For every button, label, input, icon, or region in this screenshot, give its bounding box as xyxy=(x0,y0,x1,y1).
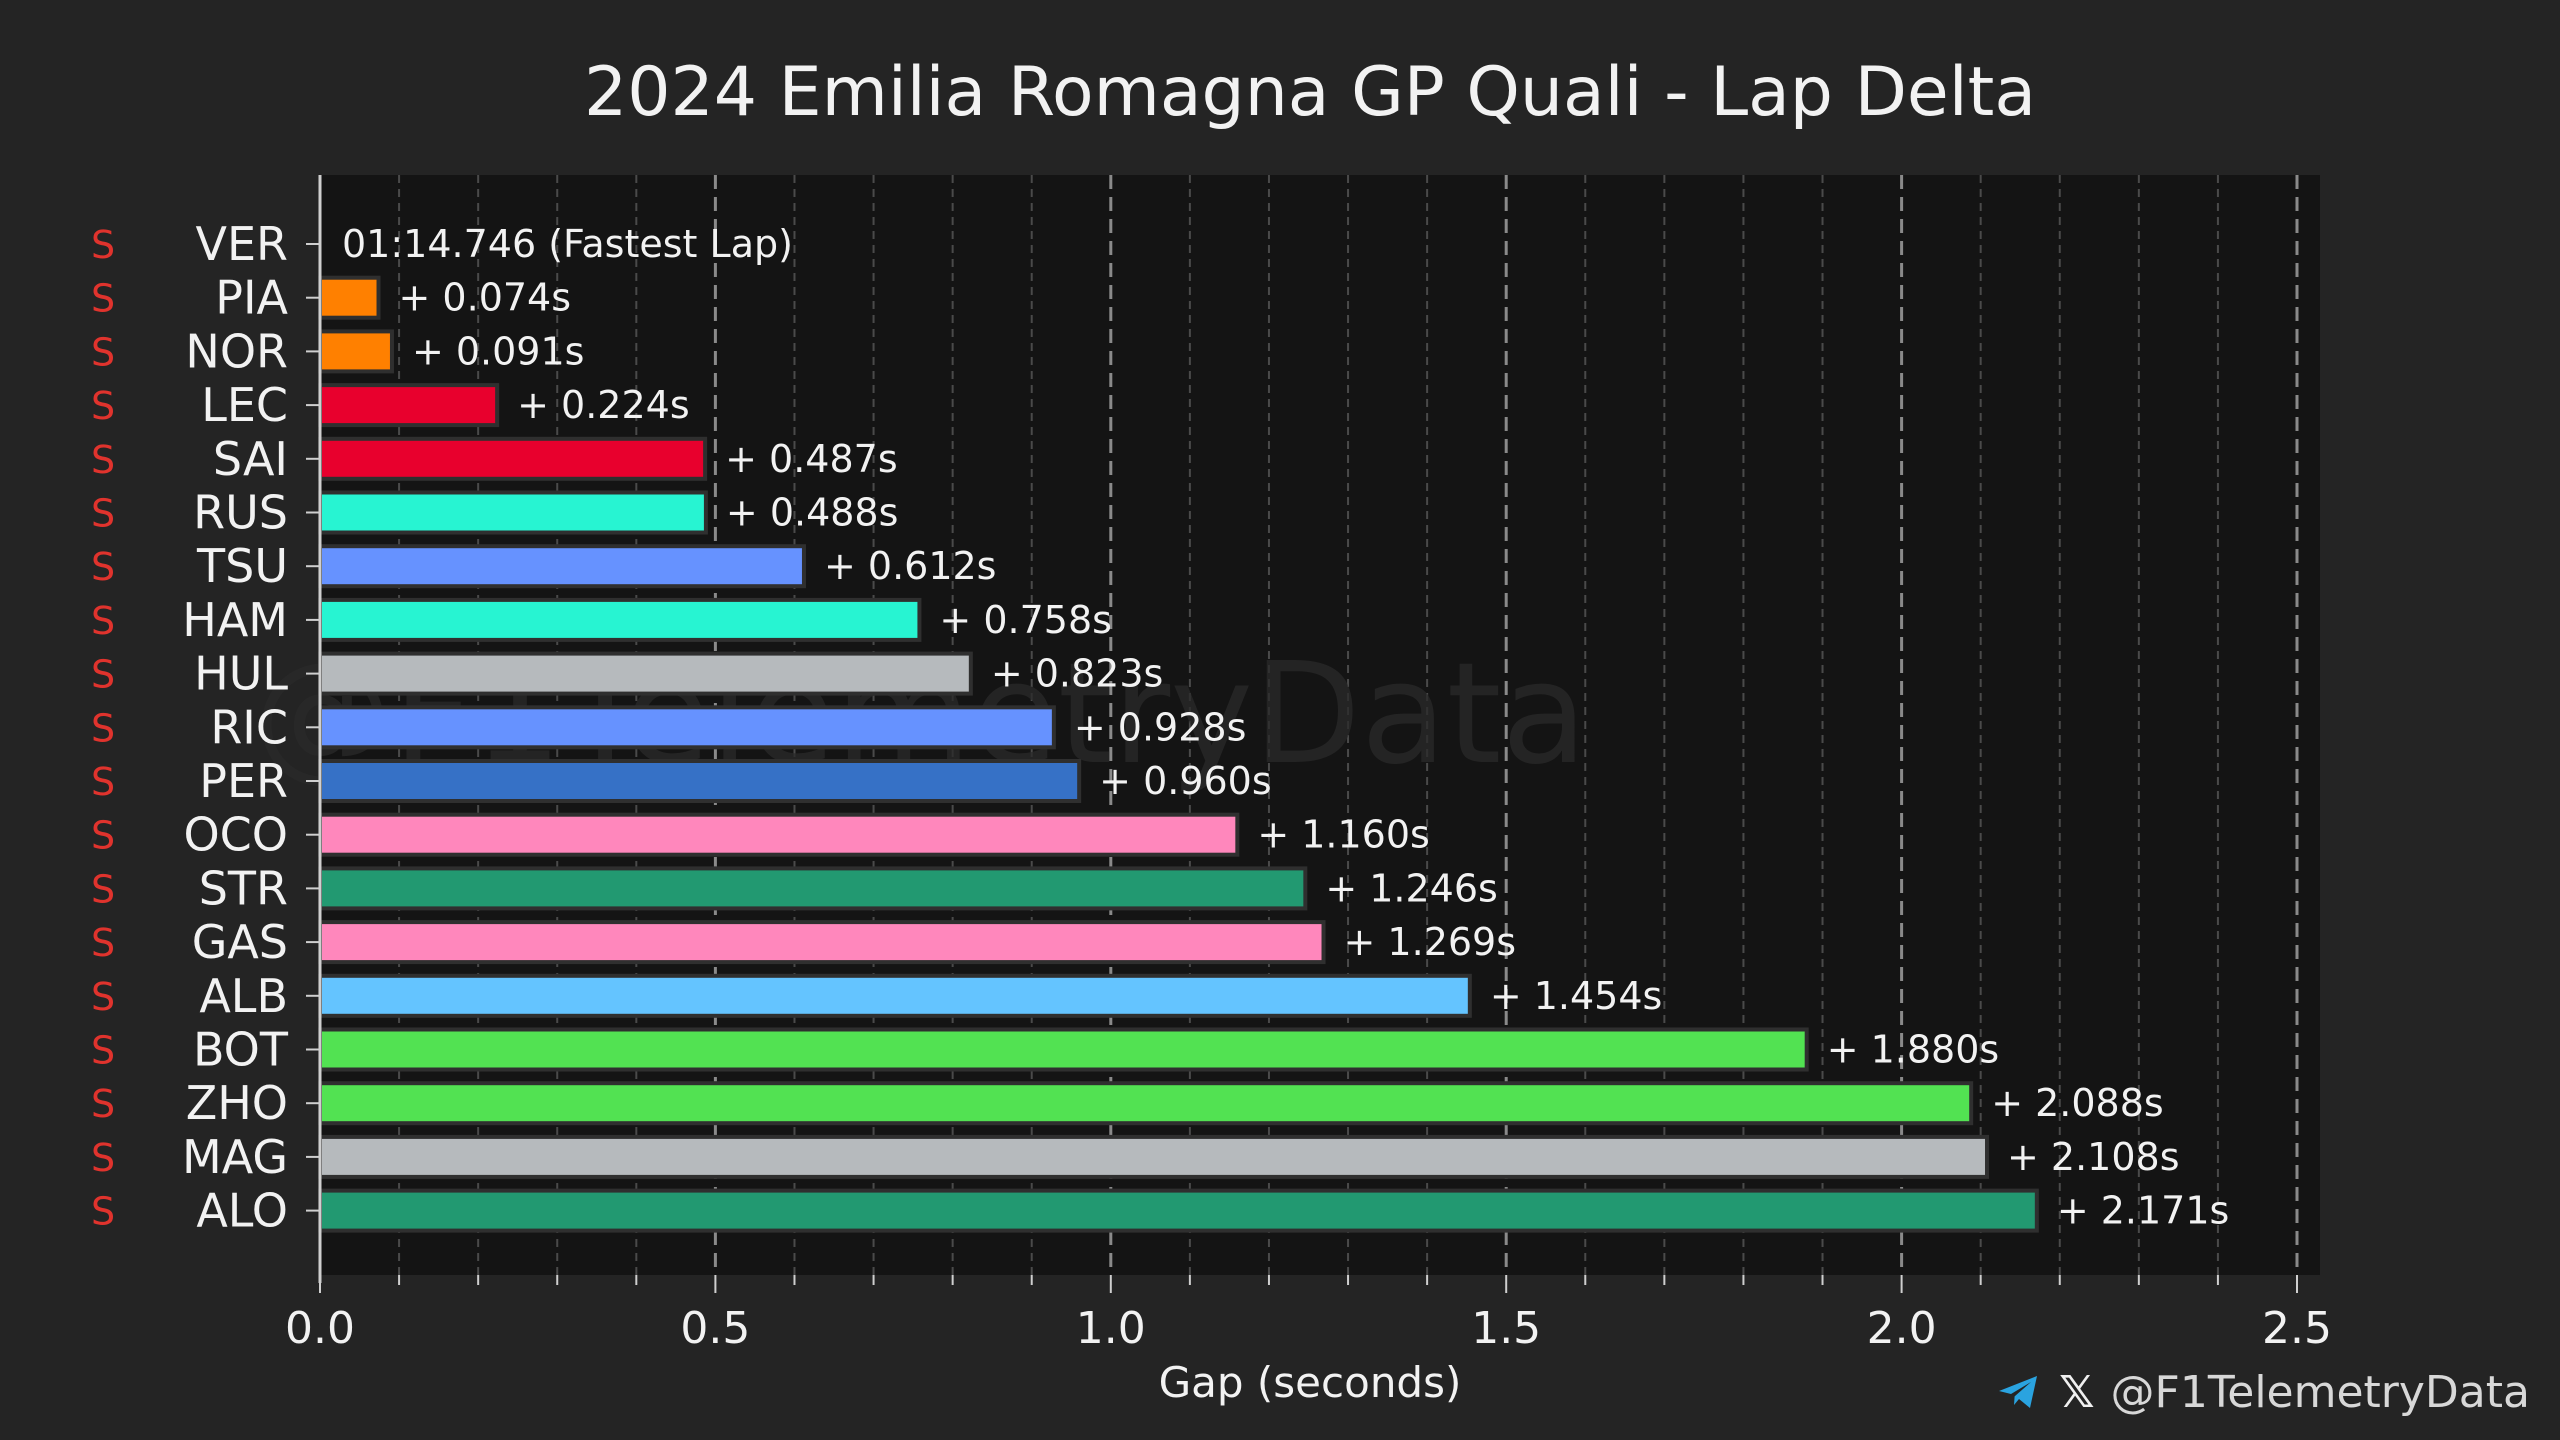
bar-lec xyxy=(318,383,500,428)
driver-label-ric: RIC xyxy=(210,700,288,754)
bar-nor xyxy=(318,329,394,374)
driver-label-alo: ALO xyxy=(196,1184,288,1238)
footer-credit: 𝕏 @F1TelemetryData xyxy=(1995,1362,2530,1422)
bar-alo xyxy=(318,1188,2039,1233)
x-tick-label: 2.5 xyxy=(2262,1303,2332,1354)
tyre-compound-label: S xyxy=(91,867,115,911)
x-tick-label: 1.0 xyxy=(1076,1303,1146,1354)
x-tick-label: 1.5 xyxy=(1471,1303,1541,1354)
tyre-compound-label: S xyxy=(91,492,115,536)
tyre-compound-label: S xyxy=(91,384,115,428)
tyre-compound-label: S xyxy=(91,330,115,374)
y-axis-labels: VER S PIA S NOR S LEC S SAI S RUS S TSU S HAM S HUL S RIC S… xyxy=(91,217,320,1238)
bar-value-label: + 0.758s xyxy=(939,598,1112,642)
bar-value-label: + 0.960s xyxy=(1099,759,1272,803)
tyre-compound-label: S xyxy=(91,1029,115,1073)
driver-label-tsu: TSU xyxy=(196,539,288,593)
bar-alb xyxy=(318,973,1472,1018)
driver-label-hul: HUL xyxy=(194,647,288,701)
driver-label-zho: ZHO xyxy=(186,1076,288,1130)
bar-str xyxy=(318,866,1308,911)
bar-sai xyxy=(318,436,708,481)
tyre-compound-label: S xyxy=(91,653,115,697)
tyre-compound-label: S xyxy=(91,921,115,965)
bar-value-label: + 0.488s xyxy=(726,491,899,535)
bar-value-label: + 1.269s xyxy=(1344,920,1517,964)
tyre-compound-label: S xyxy=(91,438,115,482)
bar-value-label: + 2.088s xyxy=(1991,1081,2164,1125)
tyre-compound-label: S xyxy=(91,599,115,643)
bar-value-label: + 1.246s xyxy=(1325,866,1498,910)
fastest-lap-label: 01:14.746 (Fastest Lap) xyxy=(342,222,793,266)
driver-label-rus: RUS xyxy=(193,486,288,540)
tyre-compound-label: S xyxy=(91,545,115,589)
bar-value-label: + 2.108s xyxy=(2007,1135,2180,1179)
bar-tsu xyxy=(318,544,806,589)
bar-value-label: + 0.091s xyxy=(412,329,585,373)
driver-label-ver: VER xyxy=(196,217,289,271)
bar-hul xyxy=(318,651,973,696)
telegram-icon[interactable] xyxy=(1995,1368,2043,1416)
x-icon[interactable]: 𝕏 xyxy=(2059,1366,2095,1418)
x-tick-label: 0.5 xyxy=(680,1303,750,1354)
bar-value-label: + 2.171s xyxy=(2057,1189,2230,1233)
tyre-compound-label: S xyxy=(91,1082,115,1126)
bar-bot xyxy=(318,1027,1809,1072)
driver-label-gas: GAS xyxy=(192,915,288,969)
x-tick-label: 2.0 xyxy=(1867,1303,1937,1354)
bar-rus xyxy=(318,490,708,535)
bar-pia xyxy=(318,275,381,320)
bar-gas xyxy=(318,920,1326,965)
bar-ham xyxy=(318,597,922,642)
bar-zho xyxy=(318,1081,1974,1126)
bar-value-label: + 0.612s xyxy=(824,544,997,588)
driver-label-sai: SAI xyxy=(213,432,288,486)
tyre-compound-label: S xyxy=(91,706,115,750)
bar-oco xyxy=(318,812,1240,857)
driver-label-oco: OCO xyxy=(183,808,288,862)
driver-label-bot: BOT xyxy=(193,1023,289,1077)
bar-value-label: + 1.880s xyxy=(1827,1028,2000,1072)
tyre-compound-label: S xyxy=(91,1190,115,1234)
bar-value-label: + 1.160s xyxy=(1257,813,1430,857)
bar-value-label: + 0.823s xyxy=(991,652,1164,696)
tyre-compound-label: S xyxy=(91,814,115,858)
driver-label-str: STR xyxy=(199,861,288,915)
bar-per xyxy=(318,759,1082,803)
driver-label-mag: MAG xyxy=(182,1130,288,1184)
bar-ric xyxy=(318,705,1056,750)
driver-label-per: PER xyxy=(199,754,288,808)
chart-title: 2024 Emilia Romagna GP Quali - Lap Delta xyxy=(584,53,2036,132)
x-axis: 0.0 0.5 1.0 1.5 2.0 2.5 xyxy=(285,175,2332,1354)
tyre-compound-label: S xyxy=(91,975,115,1019)
footer-handle[interactable]: @F1TelemetryData xyxy=(2110,1366,2530,1418)
bar-value-label: + 0.224s xyxy=(517,383,690,427)
bar-value-label: + 1.454s xyxy=(1490,974,1663,1018)
bar-value-label: + 0.487s xyxy=(725,437,898,481)
driver-label-ham: HAM xyxy=(182,593,288,647)
x-tick-label: 0.0 xyxy=(285,1303,355,1354)
driver-label-lec: LEC xyxy=(201,378,288,432)
tyre-compound-label: S xyxy=(91,1136,115,1180)
driver-label-nor: NOR xyxy=(185,324,288,378)
x-axis-label: Gap (seconds) xyxy=(1159,1358,1462,1407)
tyre-compound-label: S xyxy=(91,760,115,804)
driver-label-pia: PIA xyxy=(215,271,288,325)
tyre-compound-label: S xyxy=(91,277,115,321)
bar-value-label: + 0.928s xyxy=(1074,705,1247,749)
bar-mag xyxy=(318,1134,1990,1179)
tyre-compound-label: S xyxy=(91,223,115,267)
bar-value-label: + 0.074s xyxy=(399,276,572,320)
driver-label-alb: ALB xyxy=(199,969,288,1023)
